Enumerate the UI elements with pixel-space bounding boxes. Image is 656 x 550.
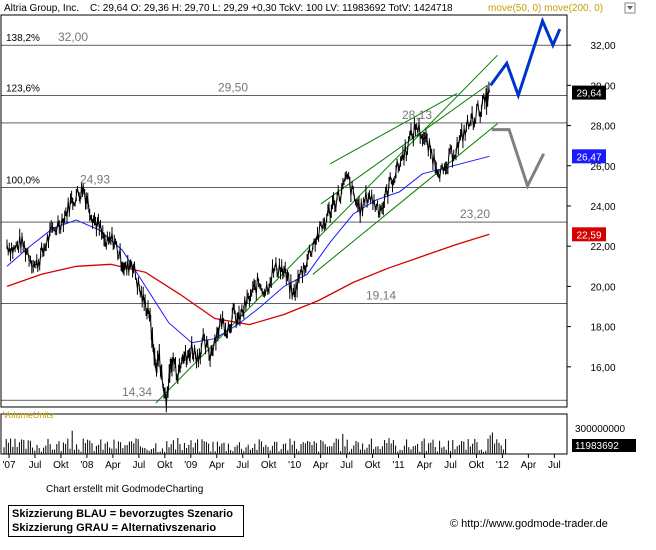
x-tick-label-5: Jul (132, 460, 145, 471)
x-tick-label-2: Okt (53, 460, 69, 471)
x-tick-label-17: Jul (444, 460, 457, 471)
legend-blue: Skizzierung BLAU = bevorzugtes Szenario (12, 508, 233, 520)
ma50-line (6, 155, 490, 344)
x-tick-label-16: Apr (417, 460, 433, 471)
scenario-gray-path (491, 128, 546, 190)
x-tick-label-9: Jul (236, 460, 249, 471)
collapse-icon[interactable] (624, 2, 636, 14)
x-tick-label-12: Apr (313, 460, 329, 471)
x-tick-label-8: Apr (209, 460, 225, 471)
volume-tick-0: 300000000 (575, 424, 625, 435)
credit-text: Chart erstellt mit GodmodeCharting (46, 484, 204, 495)
quote-line: C: 29,64 O: 29,36 H: 29,70 L: 29,29 +0,3… (90, 3, 453, 14)
price-label-bg-0 (572, 85, 606, 100)
y-tick-label-2: 28,00 (590, 122, 615, 133)
annotation-0: 32,00 (58, 30, 88, 44)
x-tick-label-14: Okt (365, 460, 381, 471)
y-tick-label-4: 24,00 (590, 202, 615, 213)
price-label-2: 22,59 (576, 230, 601, 241)
annotation-3: 24,93 (80, 172, 110, 186)
scenario-legend: Skizzierung BLAU = bevorzugtes Szenario … (8, 505, 244, 537)
trend-line-1 (312, 123, 498, 275)
x-tick-label-18: Okt (469, 460, 485, 471)
y-tick-label-5: 22,00 (590, 242, 615, 253)
chart-title: Altria Group, Inc. (4, 3, 79, 14)
source-link[interactable]: © http://www.godmode-trader.de (450, 518, 608, 530)
x-tick-label-1: Jul (29, 460, 42, 471)
x-tick-label-4: Apr (105, 460, 121, 471)
trend-line-2 (320, 84, 488, 205)
y-tick-label-8: 16,00 (590, 363, 615, 374)
volume-current-bg (572, 439, 636, 452)
x-tick-label-0: '07 (2, 460, 15, 471)
y-tick-label-6: 20,00 (590, 282, 615, 293)
price-line (6, 81, 490, 413)
price-label-0: 29,64 (576, 89, 601, 100)
x-tick-label-7: '09 (184, 460, 197, 471)
annotation-6: 14,34 (122, 385, 152, 399)
fib-label-0: 138,2% (6, 33, 40, 44)
volume-tick-1: 11983692 (575, 441, 619, 452)
y-tick-label-3: 26,00 (590, 162, 615, 173)
ma200-line (6, 233, 490, 326)
price-label-bg-2 (572, 227, 606, 242)
x-tick-label-15: '11 (392, 460, 405, 471)
ma-legend: move(50, 0) move(200, 0) (488, 3, 603, 14)
x-tick-label-13: Jul (340, 460, 353, 471)
x-tick-label-21: Jul (548, 460, 561, 471)
trend-line-0 (155, 54, 498, 404)
volume-label: VolumeUnits (3, 410, 54, 420)
price-label-1: 26,47 (576, 152, 601, 163)
x-tick-label-20: Apr (521, 460, 537, 471)
x-tick-label-3: '08 (80, 460, 93, 471)
fib-label-1: 123,6% (6, 83, 40, 94)
annotation-5: 19,14 (366, 289, 396, 303)
x-tick-label-6: Okt (157, 460, 173, 471)
price-label-bg-1 (572, 149, 606, 164)
x-tick-label-19: '12 (496, 460, 509, 471)
trend-line-3 (329, 92, 458, 165)
scenario-blue-path (489, 16, 562, 101)
x-tick-label-11: '10 (288, 460, 301, 471)
y-tick-label-7: 18,00 (590, 323, 615, 334)
annotation-1: 29,50 (218, 80, 248, 94)
url-text[interactable]: http://www.godmode-trader.de (461, 518, 608, 530)
annotation-4: 23,20 (460, 207, 490, 221)
y-tick-label-0: 32,00 (590, 41, 615, 52)
fib-label-2: 100,0% (6, 175, 40, 186)
legend-gray: Skizzierung GRAU = Alternativszenario (12, 522, 217, 534)
x-tick-label-10: Okt (261, 460, 277, 471)
annotation-2: 28,13 (402, 108, 432, 122)
